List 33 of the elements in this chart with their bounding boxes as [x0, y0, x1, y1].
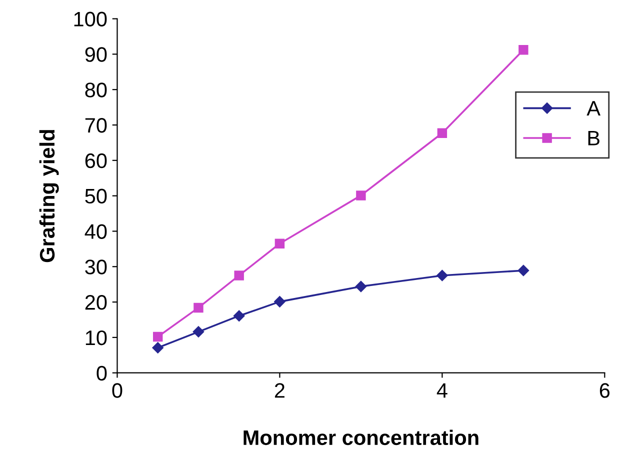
y-tick-label: 60	[85, 153, 107, 168]
point	[233, 310, 245, 322]
point	[436, 270, 448, 282]
point	[518, 45, 528, 55]
point	[152, 332, 163, 342]
point	[194, 302, 204, 313]
x-tick-label: 2	[274, 383, 284, 398]
y-tick-label: 80	[85, 82, 107, 98]
x-tick-label: 4	[436, 383, 448, 398]
point	[152, 342, 164, 354]
x-tick-label: 6	[600, 383, 610, 398]
y-tick-label: 30	[85, 260, 107, 274]
point	[437, 128, 448, 138]
y-tick-label: 70	[85, 118, 107, 133]
point	[274, 296, 286, 308]
point	[274, 238, 285, 248]
point	[234, 270, 244, 280]
x-tick-label: 0	[112, 383, 122, 398]
point	[192, 326, 204, 338]
x-axis-title: Monomer concentration	[244, 430, 478, 446]
point	[518, 264, 530, 276]
y-axis-title: Grafting yield	[39, 130, 59, 262]
point	[355, 280, 367, 292]
y-tick-label: 50	[85, 188, 107, 204]
y-tick-label: 10	[86, 330, 107, 346]
legend-label: B	[588, 130, 600, 146]
y-tick-label: 0	[96, 366, 107, 381]
y-tick-label: 100	[74, 12, 107, 27]
y-tick-label: 40	[84, 224, 107, 239]
point	[356, 190, 366, 200]
y-tick-label: 20	[85, 295, 107, 310]
legend-label: A	[586, 101, 600, 116]
y-tick-label: 90	[85, 47, 107, 62]
